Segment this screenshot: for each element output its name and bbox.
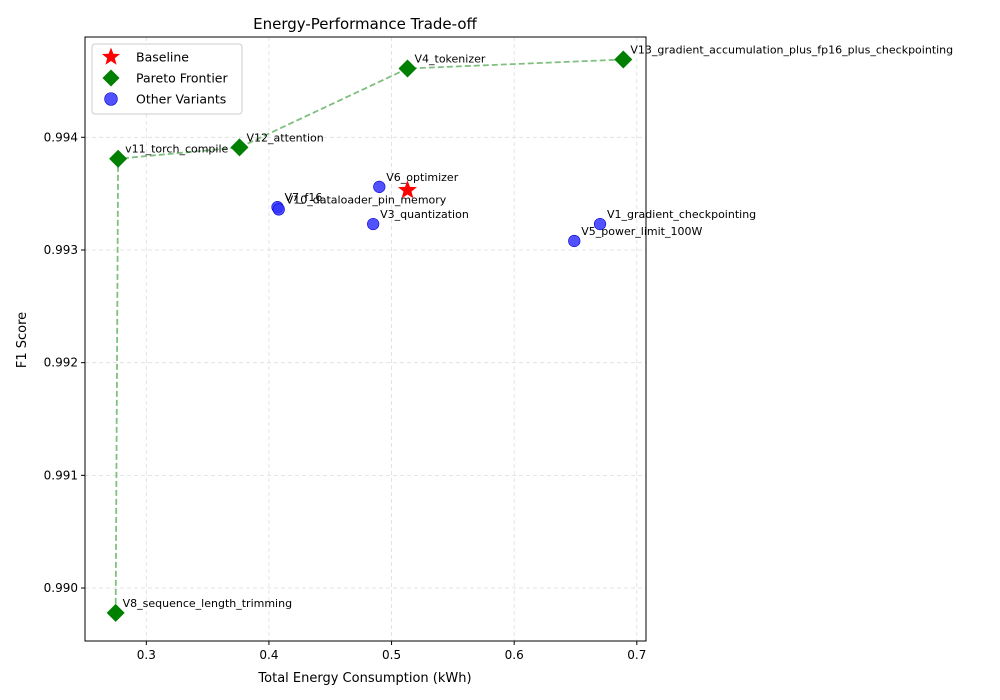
variant-point bbox=[373, 180, 386, 193]
legend-marker bbox=[101, 47, 121, 65]
point-label: V12_attention bbox=[247, 131, 324, 144]
point-label: V1_gradient_checkpointing bbox=[607, 208, 756, 221]
variant-point bbox=[593, 217, 607, 231]
pareto-point bbox=[614, 50, 633, 69]
chart-title: Energy-Performance Trade-off bbox=[253, 15, 477, 33]
plot-area-frame bbox=[84, 36, 647, 642]
y-tick-label: 0.993 bbox=[44, 243, 78, 257]
legend-marker bbox=[102, 69, 120, 87]
x-tick-label: 0.5 bbox=[382, 648, 401, 662]
grid bbox=[85, 37, 646, 641]
point-label: v11_torch_compile bbox=[125, 143, 228, 156]
y-tick-label: 0.991 bbox=[44, 468, 78, 482]
legend-label: Other Variants bbox=[136, 92, 226, 107]
legend-label: Pareto Frontier bbox=[136, 71, 228, 86]
variant-point bbox=[272, 203, 285, 216]
point-label: V3_quantization bbox=[380, 208, 469, 221]
legend-label: Baseline bbox=[136, 50, 189, 65]
x-tick-label: 0.6 bbox=[505, 648, 524, 662]
y-tick-label: 0.992 bbox=[44, 356, 78, 370]
data-points bbox=[106, 50, 633, 622]
legend: Baseline Pareto Frontier Other Variants bbox=[91, 43, 243, 115]
x-axis-label: Total Energy Consumption (kWh) bbox=[257, 671, 471, 686]
y-tick-label: 0.990 bbox=[44, 581, 78, 595]
point-label: V6_optimizer bbox=[386, 171, 458, 184]
pareto-point bbox=[230, 138, 249, 157]
baseline-point bbox=[397, 180, 418, 199]
x-tick-label: 0.3 bbox=[137, 648, 156, 662]
point-label: V13_gradient_accumulation_plus_fp16_plus… bbox=[630, 44, 953, 57]
pareto-point bbox=[398, 59, 417, 78]
pareto-point bbox=[109, 149, 128, 168]
point-label: V5_power_limit_100W bbox=[581, 225, 702, 238]
x-axis-ticks: 0.3 0.4 0.5 0.6 0.7 bbox=[137, 641, 646, 662]
x-tick-label: 0.4 bbox=[259, 648, 278, 662]
y-tick-label: 0.994 bbox=[44, 130, 78, 144]
point-label: V8_sequence_length_trimming bbox=[123, 597, 292, 610]
legend-box bbox=[91, 43, 243, 115]
point-label: V4_tokenizer bbox=[414, 53, 485, 66]
variant-point bbox=[568, 234, 581, 248]
x-tick-label: 0.7 bbox=[627, 648, 646, 662]
y-axis-label: F1 Score bbox=[15, 312, 30, 368]
pareto-point bbox=[106, 603, 125, 622]
y-axis-ticks: 0.990 0.991 0.992 0.993 0.994 bbox=[44, 130, 85, 595]
point-label: V10_dataloader_pin_memory bbox=[286, 193, 447, 206]
legend-marker bbox=[104, 92, 118, 106]
variant-point bbox=[367, 217, 380, 231]
point-label: V7_f16 bbox=[285, 191, 323, 204]
